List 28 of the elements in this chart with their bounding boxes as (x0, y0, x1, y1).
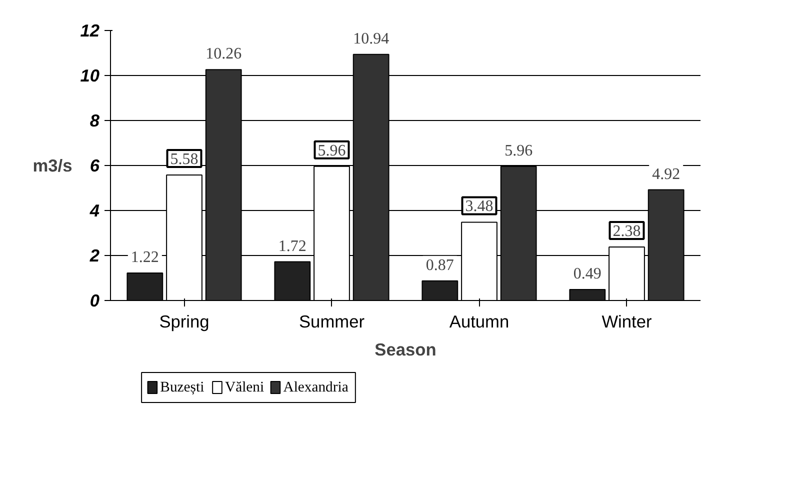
y-tick-label: 4 (88, 200, 100, 220)
x-tick-label: Winter (602, 312, 652, 332)
data-label: 1.72 (278, 238, 306, 255)
y-tick-label: 6 (90, 156, 100, 176)
x-tick-label: Autumn (449, 312, 510, 332)
data-label: 1.22 (130, 249, 159, 266)
data-label: 0.87 (426, 256, 454, 274)
x-tick-label: Spring (159, 312, 210, 332)
x-axis-title: Season (374, 340, 436, 360)
y-tick-label: 0 (90, 290, 100, 310)
data-label: 10.26 (206, 46, 242, 63)
legend-label: Văleni (225, 380, 264, 396)
legend-label: Alexandria (283, 380, 349, 396)
data-label: 4.92 (652, 166, 680, 183)
data-label: 5.58 (170, 150, 198, 168)
y-tick-label: 12 (80, 20, 100, 40)
y-tick-label: 8 (90, 110, 100, 130)
x-tick-label: Summer (299, 312, 365, 332)
data-label: 10.94 (353, 30, 390, 48)
data-label: 0.49 (573, 265, 602, 282)
legend-label: Buzești (160, 380, 204, 396)
data-label: 5.96 (318, 142, 346, 160)
data-label: 3.48 (465, 198, 494, 216)
data-label: 2.38 (612, 222, 641, 240)
y-tick-label: 2 (88, 246, 100, 266)
y-tick-label: 10 (80, 66, 100, 86)
data-label: 5.96 (504, 142, 533, 160)
y-axis-title: m3/s (32, 156, 72, 176)
